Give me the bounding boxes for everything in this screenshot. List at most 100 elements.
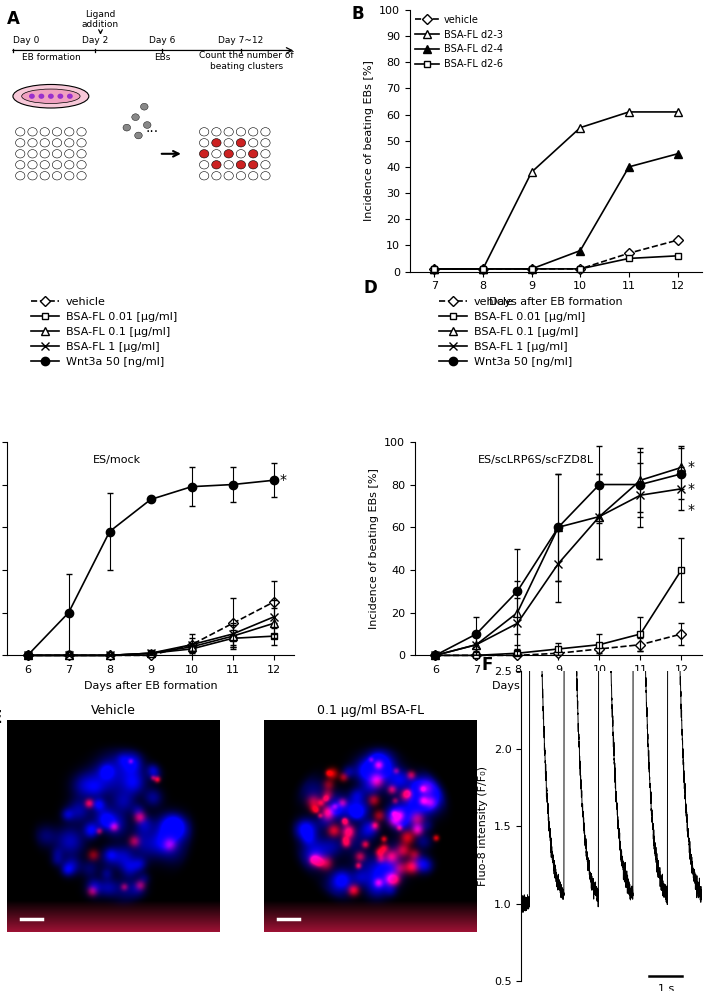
- Title: 0.1 μg/ml BSA-FL: 0.1 μg/ml BSA-FL: [317, 705, 424, 717]
- Circle shape: [38, 93, 44, 99]
- Ellipse shape: [13, 84, 89, 108]
- Circle shape: [48, 93, 54, 99]
- Circle shape: [28, 161, 37, 169]
- Circle shape: [77, 171, 86, 180]
- Circle shape: [212, 161, 221, 169]
- X-axis label: Days after EB formation: Days after EB formation: [491, 681, 625, 691]
- BSA-FL d2-4: [430, 263, 439, 275]
- Title: Vehicle: Vehicle: [91, 705, 136, 717]
- Circle shape: [224, 128, 233, 136]
- Legend: vehicle, BSA-FL 0.01 [μg/ml], BSA-FL 0.1 [μg/ml], BSA-FL 1 [μg/ml], Wnt3a 50 [ng: vehicle, BSA-FL 0.01 [μg/ml], BSA-FL 0.1…: [435, 292, 589, 372]
- Text: Day 6: Day 6: [149, 36, 175, 45]
- Text: *: *: [688, 503, 695, 517]
- vehicle: [576, 263, 584, 275]
- Circle shape: [16, 139, 25, 147]
- Circle shape: [28, 150, 37, 158]
- BSA-FL d2-6: [527, 263, 536, 275]
- Circle shape: [212, 171, 221, 180]
- Circle shape: [16, 161, 25, 169]
- Circle shape: [65, 139, 74, 147]
- Circle shape: [236, 161, 245, 169]
- Circle shape: [40, 161, 50, 169]
- Y-axis label: Incidence of beating EBs [%]: Incidence of beating EBs [%]: [369, 468, 379, 629]
- BSA-FL d2-3: [527, 166, 536, 178]
- Circle shape: [123, 124, 130, 131]
- Text: Day 7~12: Day 7~12: [218, 36, 263, 45]
- vehicle: [430, 263, 439, 275]
- Circle shape: [199, 150, 209, 158]
- Circle shape: [52, 128, 62, 136]
- Circle shape: [249, 150, 258, 158]
- Text: EBs: EBs: [154, 53, 170, 61]
- Circle shape: [16, 128, 25, 136]
- Circle shape: [236, 150, 245, 158]
- Circle shape: [140, 103, 148, 110]
- Circle shape: [77, 139, 86, 147]
- Circle shape: [132, 114, 140, 121]
- Circle shape: [261, 150, 270, 158]
- Circle shape: [143, 122, 151, 129]
- Circle shape: [261, 161, 270, 169]
- Circle shape: [212, 139, 221, 147]
- Line: vehicle: vehicle: [431, 237, 681, 273]
- Text: ES/mock: ES/mock: [93, 455, 141, 465]
- Circle shape: [40, 171, 50, 180]
- Circle shape: [52, 161, 62, 169]
- Circle shape: [224, 161, 233, 169]
- Circle shape: [236, 139, 245, 147]
- Circle shape: [236, 128, 245, 136]
- Circle shape: [16, 171, 25, 180]
- Circle shape: [236, 171, 245, 180]
- vehicle: [479, 263, 487, 275]
- Circle shape: [28, 128, 37, 136]
- BSA-FL d2-4: [527, 263, 536, 275]
- Text: A: A: [7, 10, 20, 28]
- Text: Day 2: Day 2: [82, 36, 108, 45]
- Circle shape: [135, 132, 143, 139]
- Circle shape: [261, 171, 270, 180]
- Circle shape: [212, 150, 221, 158]
- Circle shape: [77, 161, 86, 169]
- Circle shape: [212, 128, 221, 136]
- Text: 1 s: 1 s: [658, 984, 674, 991]
- Circle shape: [77, 128, 86, 136]
- Circle shape: [28, 171, 37, 180]
- Circle shape: [52, 139, 62, 147]
- Line: BSA-FL d2-3: BSA-FL d2-3: [430, 108, 682, 274]
- BSA-FL d2-4: [576, 245, 584, 257]
- BSA-FL d2-6: [479, 263, 487, 275]
- BSA-FL d2-4: [674, 148, 682, 160]
- vehicle: [527, 263, 536, 275]
- Line: BSA-FL d2-4: BSA-FL d2-4: [430, 150, 682, 274]
- Circle shape: [29, 93, 35, 99]
- X-axis label: Days after EB formation: Days after EB formation: [489, 296, 623, 307]
- Text: EB formation: EB formation: [21, 53, 80, 61]
- Circle shape: [261, 128, 270, 136]
- Circle shape: [261, 139, 270, 147]
- Text: Ligand
addition: Ligand addition: [82, 10, 119, 34]
- BSA-FL d2-3: [625, 106, 633, 118]
- Circle shape: [224, 150, 233, 158]
- Text: D: D: [363, 279, 377, 297]
- Circle shape: [249, 139, 258, 147]
- Text: *: *: [688, 461, 695, 475]
- BSA-FL d2-6: [625, 253, 633, 265]
- Text: Count the number of
beating clusters: Count the number of beating clusters: [199, 52, 294, 70]
- Line: BSA-FL d2-6: BSA-FL d2-6: [431, 253, 681, 273]
- Circle shape: [249, 171, 258, 180]
- Circle shape: [199, 161, 209, 169]
- vehicle: [625, 248, 633, 260]
- BSA-FL d2-6: [674, 250, 682, 262]
- Circle shape: [40, 150, 50, 158]
- Text: *: *: [280, 474, 287, 488]
- X-axis label: Days after EB formation: Days after EB formation: [84, 681, 218, 691]
- BSA-FL d2-3: [430, 263, 439, 275]
- Y-axis label: Fluo-8 intensity (F/F₀): Fluo-8 intensity (F/F₀): [478, 766, 489, 886]
- Circle shape: [52, 171, 62, 180]
- Text: E: E: [0, 710, 1, 727]
- Ellipse shape: [22, 89, 80, 103]
- BSA-FL d2-6: [430, 263, 439, 275]
- Circle shape: [65, 161, 74, 169]
- Circle shape: [77, 150, 86, 158]
- vehicle: [674, 234, 682, 246]
